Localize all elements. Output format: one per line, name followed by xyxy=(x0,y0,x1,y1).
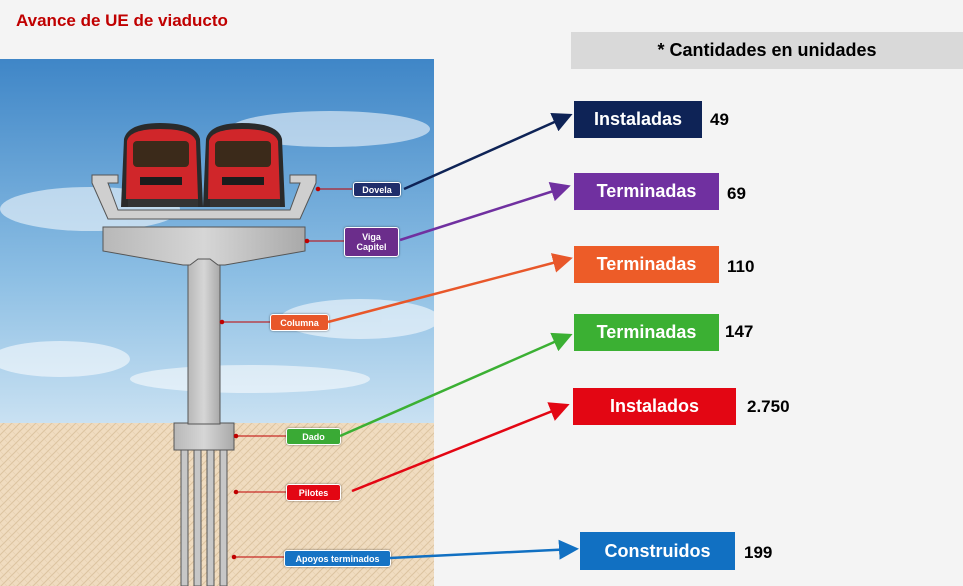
column-shape xyxy=(187,258,221,425)
status-box-apoyos: Construidos xyxy=(580,532,735,570)
tag-pilotes: Pilotes xyxy=(286,484,341,501)
dado-shape xyxy=(173,422,235,451)
status-box-columna: Terminadas xyxy=(574,246,719,283)
callout-leaders xyxy=(219,186,352,560)
value-viga-capitel: 69 xyxy=(727,184,746,203)
arrow-viga-capitel xyxy=(399,182,571,242)
page-title: Avance de UE de viaducto xyxy=(16,11,228,30)
trains xyxy=(121,123,285,207)
tag-columna: Columna xyxy=(270,314,329,331)
viga-capitel-shape xyxy=(102,226,306,266)
value-pilotes: 2.750 xyxy=(747,397,790,416)
value-dado: 147 xyxy=(725,322,754,341)
tag-dado: Dado xyxy=(286,428,341,445)
tag-viga-capitel: Viga Capitel xyxy=(344,227,399,257)
arrow-columna xyxy=(327,253,573,324)
status-box-viga-capitel: Terminadas xyxy=(574,173,719,210)
value-dovela: 49 xyxy=(710,110,729,129)
tag-dovela: Dovela xyxy=(353,182,401,197)
units-note: * Cantidades en unidades xyxy=(571,32,963,69)
status-box-dado: Terminadas xyxy=(574,314,719,351)
status-box-dovela: Instaladas xyxy=(574,101,702,138)
arrow-pilotes xyxy=(351,402,570,493)
arrow-apoyos xyxy=(389,539,579,560)
arrow-dovela xyxy=(403,112,573,191)
dovela-shape xyxy=(91,174,317,220)
value-columna: 110 xyxy=(727,257,755,276)
arrow-dado xyxy=(339,332,573,438)
value-apoyos: 199 xyxy=(744,543,773,562)
status-box-pilotes: Instalados xyxy=(573,388,736,425)
